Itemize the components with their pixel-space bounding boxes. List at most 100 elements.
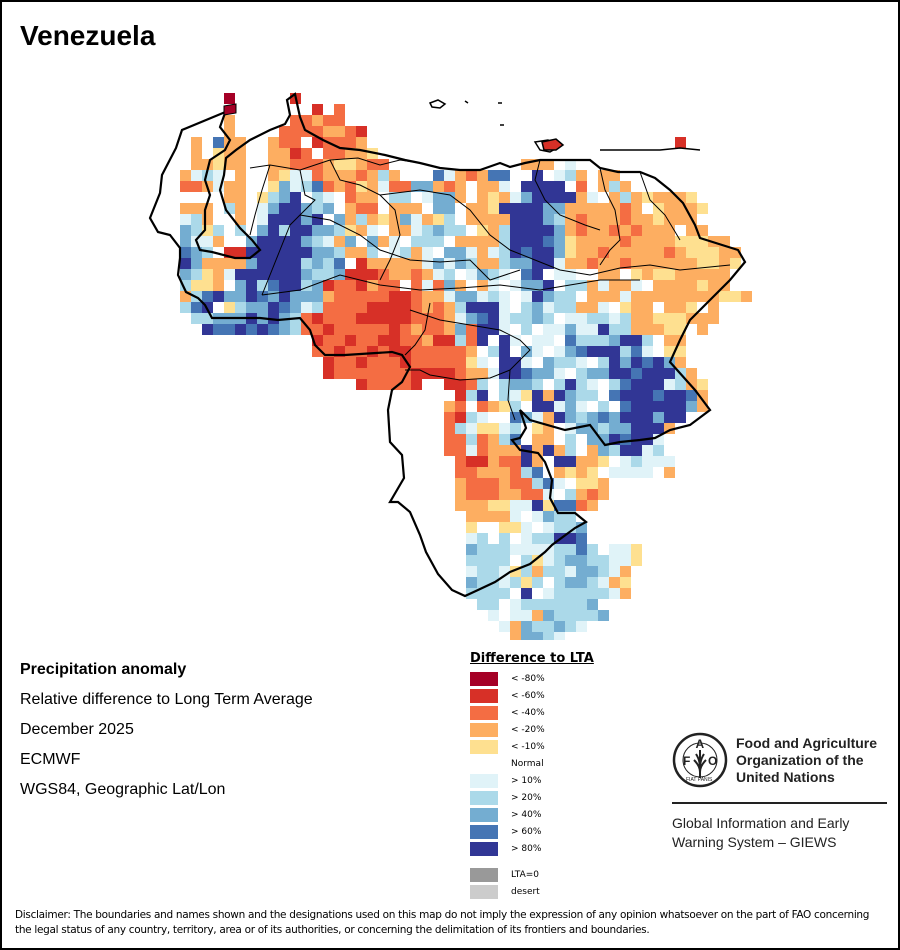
anomaly-cell — [290, 324, 301, 335]
anomaly-cell — [334, 214, 345, 225]
anomaly-cell — [257, 214, 268, 225]
anomaly-cell — [202, 192, 213, 203]
anomaly-cell — [411, 203, 422, 214]
anomaly-cell — [323, 324, 334, 335]
anomaly-cell — [268, 236, 279, 247]
anomaly-cell — [224, 291, 235, 302]
anomaly-cell — [356, 302, 367, 313]
anomaly-cell — [565, 346, 576, 357]
anomaly-cell — [488, 566, 499, 577]
legend-label: < -20% — [511, 724, 545, 735]
anomaly-cell — [587, 434, 598, 445]
anomaly-cell — [378, 313, 389, 324]
anomaly-cell — [466, 489, 477, 500]
anomaly-cell — [620, 577, 631, 588]
anomaly-cell — [620, 192, 631, 203]
anomaly-cell — [543, 577, 554, 588]
anomaly-cell — [290, 126, 301, 137]
anomaly-cell — [345, 335, 356, 346]
anomaly-cell — [389, 379, 400, 390]
anomaly-cell — [664, 258, 675, 269]
anomaly-cell — [499, 632, 510, 640]
anomaly-cell — [521, 302, 532, 313]
anomaly-cell — [576, 533, 587, 544]
anomaly-cell — [367, 181, 378, 192]
anomaly-cell — [323, 269, 334, 280]
anomaly-cell — [367, 258, 378, 269]
anomaly-cell — [290, 302, 301, 313]
anomaly-cell — [301, 192, 312, 203]
anomaly-cell — [466, 357, 477, 368]
anomaly-cell — [444, 170, 455, 181]
anomaly-cell — [279, 137, 290, 148]
anomaly-cell — [587, 324, 598, 335]
anomaly-cell — [422, 192, 433, 203]
anomaly-cell — [378, 324, 389, 335]
anomaly-cell — [576, 203, 587, 214]
anomaly-cell — [334, 269, 345, 280]
anomaly-cell — [554, 302, 565, 313]
anomaly-cell — [488, 610, 499, 621]
anomaly-cell — [268, 247, 279, 258]
anomaly-cell — [554, 621, 565, 632]
anomaly-cell — [224, 214, 235, 225]
anomaly-cell — [521, 390, 532, 401]
anomaly-cell — [488, 456, 499, 467]
anomaly-cell — [609, 412, 620, 423]
anomaly-cell — [642, 203, 653, 214]
anomaly-cell — [191, 170, 202, 181]
anomaly-cell — [389, 280, 400, 291]
anomaly-cell — [466, 522, 477, 533]
anomaly-cell — [213, 269, 224, 280]
anomaly-cell — [356, 280, 367, 291]
anomaly-cell — [532, 368, 543, 379]
anomaly-cell — [477, 280, 488, 291]
anomaly-cell — [466, 346, 477, 357]
anomaly-cell — [708, 258, 719, 269]
anomaly-cell — [499, 225, 510, 236]
anomaly-cell — [565, 247, 576, 258]
anomaly-cell — [686, 291, 697, 302]
anomaly-cell — [444, 313, 455, 324]
anomaly-cell — [389, 181, 400, 192]
anomaly-cell — [554, 489, 565, 500]
anomaly-cell — [543, 170, 554, 181]
anomaly-cell — [488, 621, 499, 632]
anomaly-cell — [455, 489, 466, 500]
anomaly-cell — [466, 247, 477, 258]
anomaly-cell — [554, 269, 565, 280]
anomaly-cell — [499, 236, 510, 247]
anomaly-cell — [642, 445, 653, 456]
anomaly-cell — [521, 621, 532, 632]
anomaly-cell — [554, 456, 565, 467]
anomaly-cell — [510, 313, 521, 324]
anomaly-cell — [510, 269, 521, 280]
anomaly-cell — [389, 313, 400, 324]
anomaly-cell — [521, 632, 532, 640]
anomaly-cell — [455, 170, 466, 181]
anomaly-cell — [367, 225, 378, 236]
anomaly-cell — [587, 412, 598, 423]
anomaly-cell — [235, 203, 246, 214]
anomaly-cell — [675, 280, 686, 291]
anomaly-cell — [554, 434, 565, 445]
anomaly-cell — [279, 302, 290, 313]
anomaly-cell — [301, 313, 312, 324]
anomaly-cell — [422, 357, 433, 368]
anomaly-cell — [433, 181, 444, 192]
anomaly-cell — [477, 324, 488, 335]
anomaly-cell — [411, 379, 422, 390]
anomaly-cell — [334, 192, 345, 203]
anomaly-cell — [499, 379, 510, 390]
anomaly-cell — [554, 236, 565, 247]
anomaly-cell — [334, 115, 345, 126]
anomaly-cell — [620, 544, 631, 555]
anomaly-cell — [587, 401, 598, 412]
anomaly-cell — [543, 434, 554, 445]
anomaly-cell — [521, 489, 532, 500]
anomaly-cell — [334, 159, 345, 170]
legend-swatch — [470, 671, 498, 686]
anomaly-cell — [488, 379, 499, 390]
anomaly-cell — [499, 544, 510, 555]
anomaly-cell — [400, 357, 411, 368]
